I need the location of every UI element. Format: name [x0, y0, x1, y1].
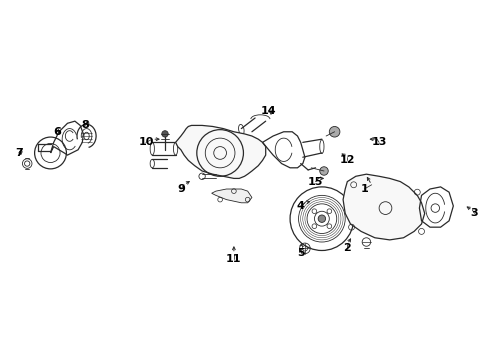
Circle shape [162, 131, 168, 137]
Text: 1: 1 [360, 184, 367, 194]
Text: 11: 11 [225, 254, 241, 264]
Text: 7: 7 [15, 148, 22, 158]
Text: 8: 8 [81, 120, 89, 130]
Circle shape [319, 167, 327, 175]
Text: 3: 3 [470, 208, 477, 219]
Text: 2: 2 [343, 243, 350, 253]
Text: 15: 15 [307, 177, 323, 186]
Text: 9: 9 [177, 184, 184, 194]
Text: 6: 6 [53, 127, 61, 137]
Text: 12: 12 [339, 156, 354, 165]
Polygon shape [343, 174, 424, 240]
Text: 13: 13 [371, 138, 386, 147]
Circle shape [318, 215, 325, 222]
Text: 14: 14 [261, 105, 276, 116]
Text: 10: 10 [138, 138, 153, 147]
Text: 5: 5 [296, 248, 304, 258]
Circle shape [328, 126, 339, 137]
Polygon shape [175, 125, 265, 179]
Polygon shape [211, 189, 251, 203]
Text: 4: 4 [296, 201, 304, 211]
